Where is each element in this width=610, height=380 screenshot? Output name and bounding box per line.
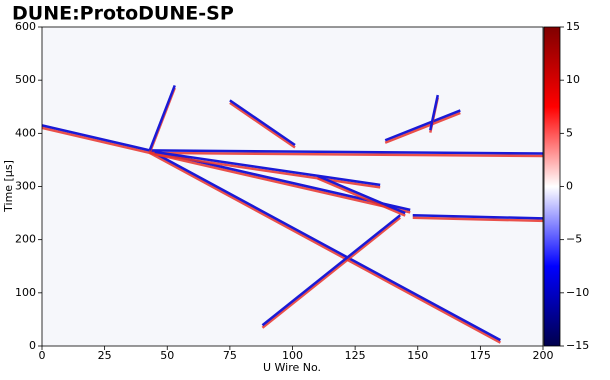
track	[229, 99, 296, 147]
y-tick-label: 500	[15, 73, 36, 86]
x-tick-label: 200	[533, 349, 554, 362]
colorbar-tick-label: 15	[566, 20, 580, 33]
y-tick-label: 0	[29, 339, 36, 352]
y-tick-label: 300	[15, 180, 36, 193]
y-tick-label: 400	[15, 126, 36, 139]
track	[149, 149, 502, 342]
x-tick-label: 175	[470, 349, 491, 362]
x-tick-label: 0	[39, 349, 46, 362]
track	[384, 109, 461, 142]
track-halo	[261, 216, 401, 329]
track-halo	[149, 151, 411, 214]
track-halo	[149, 151, 502, 344]
track-halo	[229, 101, 296, 149]
y-tick-label: 600	[15, 20, 36, 33]
colorbar-tick-label: −5	[566, 233, 582, 246]
colorbar-tick-label: 10	[566, 73, 580, 86]
x-axis-label: U Wire No.	[263, 361, 321, 374]
track	[317, 174, 406, 215]
x-tick-label: 150	[407, 349, 428, 362]
track	[154, 150, 381, 187]
x-tick-label: 50	[160, 349, 174, 362]
track	[149, 149, 544, 155]
colorbar	[543, 26, 561, 347]
y-tick-label: 200	[15, 233, 36, 246]
track-halo	[41, 126, 150, 155]
x-tick-label: 25	[98, 349, 112, 362]
track	[41, 124, 150, 152]
colorbar-tick-label: 5	[566, 126, 573, 139]
track	[148, 85, 176, 151]
chart-title: DUNE:ProtoDUNE-SP	[12, 3, 234, 25]
colorbar-tick-label: −15	[566, 339, 589, 352]
track	[261, 214, 401, 327]
x-tick-label: 75	[223, 349, 237, 362]
track-halo	[154, 153, 381, 189]
track-halo	[384, 111, 461, 144]
track	[429, 94, 440, 131]
track	[412, 213, 544, 220]
track-halo	[412, 216, 544, 223]
track-halo	[149, 151, 544, 158]
colorbar-tick-label: −10	[566, 286, 589, 299]
track-halo	[317, 177, 406, 217]
y-axis-label: Time [μs]	[2, 160, 15, 213]
y-tick-label: 100	[15, 286, 36, 299]
colorbar-tick-label: 0	[566, 180, 573, 193]
x-tick-label: 100	[282, 349, 303, 362]
x-tick-label: 125	[345, 349, 366, 362]
